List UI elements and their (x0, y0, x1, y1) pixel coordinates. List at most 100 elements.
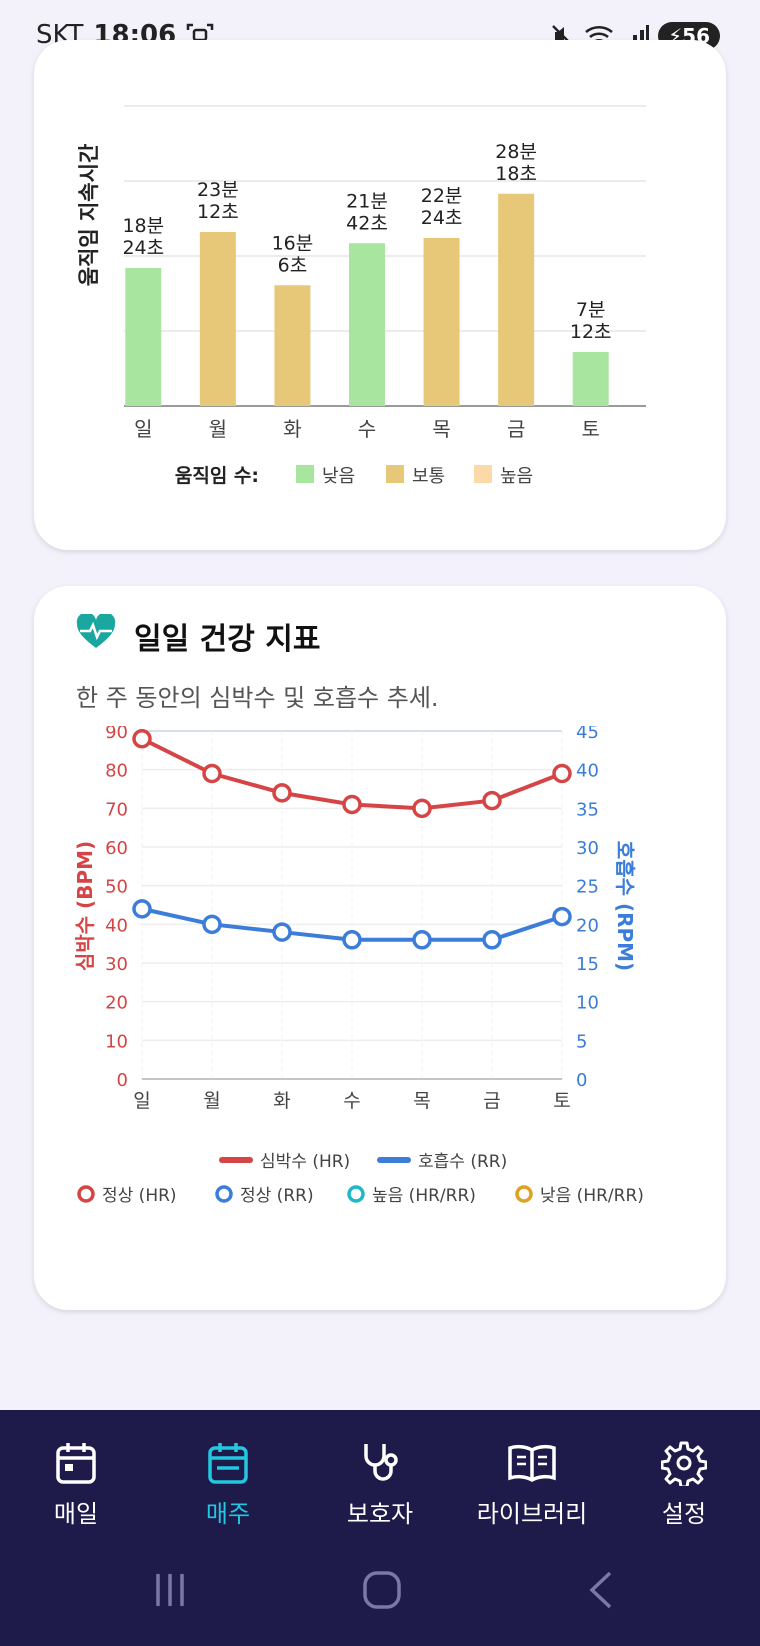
recent-apps-icon[interactable] (150, 1570, 190, 1610)
x-tick-3: 수 (343, 1090, 360, 1112)
nav-weekly[interactable]: 매주 (153, 1440, 303, 1529)
y-left-tick-0: 0 (117, 1070, 128, 1091)
series-0-point-5 (482, 790, 502, 811)
bar-label-6-sec: 12초 (570, 321, 612, 343)
health-card: 일일 건강 지표 한 주 동안의 심박수 및 호흡수 추세. 0 0 10 5 20 10… (34, 586, 726, 1310)
nav-guardian[interactable]: 보호자 (305, 1440, 455, 1529)
series-1-point-1 (202, 914, 222, 935)
x-tick-1: 월 (203, 1090, 220, 1112)
y-right-tick-1: 5 (576, 1031, 587, 1052)
x-tick-4: 목 (432, 417, 450, 441)
y-left-tick-4: 40 (105, 915, 128, 936)
series-0-point-0 (132, 728, 152, 749)
bar-label-4-sec: 24초 (421, 207, 463, 229)
x-tick-5: 금 (483, 1090, 500, 1112)
x-tick-4: 목 (413, 1090, 430, 1112)
x-tick-5: 금 (507, 417, 525, 441)
health-card-title: 일일 건강 지표 (134, 622, 321, 657)
y-left-tick-6: 60 (105, 838, 128, 859)
y-left-tick-7: 70 (105, 799, 128, 820)
y-left-tick-1: 10 (105, 1031, 128, 1052)
series-1-point-4 (412, 930, 432, 950)
bar-4 (423, 238, 460, 406)
bar-label-0-min: 18분 (122, 215, 164, 237)
series-0-point-4 (412, 798, 432, 819)
y-axis-label: 움직임 지속시간 (77, 144, 101, 287)
health-line-chart: 0 0 10 5 20 10 30 15 40 20 50 25 60 30 70 35 80 40 90 45 일 월 화… (73, 726, 644, 1206)
series-1-point-2 (272, 922, 292, 942)
back-icon[interactable] (582, 1570, 622, 1610)
y-right-tick-6: 30 (576, 838, 599, 859)
legend-line-label-1: 호흡수 (RR) (418, 1152, 507, 1172)
y-left-tick-2: 20 (105, 993, 128, 1014)
book-icon (508, 1444, 556, 1483)
series-1-point-6 (552, 906, 572, 927)
legend-label-1: 보통 (412, 466, 445, 487)
x-tick-6: 토 (582, 417, 600, 441)
series-1-point-3 (342, 930, 362, 950)
nav-library-label: 라이브러리 (476, 1500, 588, 1528)
y-right-tick-0: 0 (576, 1070, 587, 1091)
calendar-week-icon (208, 1443, 248, 1484)
legend-marker-swatch-0 (77, 1185, 95, 1203)
heart-pulse-icon (76, 614, 116, 648)
activity-card: 18분 24초 일 23분 12초 월 16분 6초 화 21분 42초 수 22분 24초 목 28분 18초… (34, 40, 726, 550)
bar-label-0-sec: 24초 (122, 237, 164, 259)
legend-label-0: 낮음 (322, 466, 355, 487)
y-left-tick-5: 50 (105, 877, 128, 898)
nav-daily[interactable]: 매일 (1, 1440, 151, 1529)
nav-settings-label: 설정 (661, 1500, 707, 1528)
x-tick-2: 화 (273, 1090, 290, 1112)
y-right-tick-3: 15 (576, 954, 599, 975)
legend-marker-label-3: 낮음 (HR/RR) (540, 1186, 644, 1206)
calendar-icon (56, 1443, 96, 1484)
home-icon[interactable] (362, 1570, 402, 1610)
legend-marker-label-1: 정상 (RR) (240, 1186, 314, 1206)
x-tick-2: 화 (283, 417, 301, 441)
bar-label-5-sec: 18초 (495, 163, 537, 185)
bar-0 (125, 268, 162, 406)
series-0-point-1 (202, 763, 222, 784)
series-1-point-0 (132, 899, 152, 919)
legend-marker-label-0: 정상 (HR) (102, 1186, 177, 1206)
y-right-tick-8: 40 (576, 761, 599, 782)
nav-daily-label: 매일 (53, 1500, 99, 1528)
bar-3 (349, 243, 385, 406)
bar-1 (199, 232, 236, 406)
bar-label-2-sec: 6초 (278, 254, 308, 276)
bar-5 (498, 193, 535, 406)
x-tick-3: 수 (358, 417, 376, 441)
legend-label-2: 높음 (500, 466, 533, 487)
y-left-tick-3: 30 (105, 954, 128, 975)
y-axis-left-label: 심박수 (BPM) (73, 841, 97, 971)
nav-settings[interactable]: 설정 (609, 1440, 759, 1529)
legend-swatch-2 (474, 465, 492, 483)
gear-icon (661, 1441, 707, 1486)
nav-library[interactable]: 라이브러리 (457, 1440, 607, 1529)
y-right-tick-2: 10 (576, 993, 599, 1014)
stethoscope-icon (364, 1444, 398, 1481)
bar-label-5-min: 28분 (495, 141, 537, 163)
bar-label-2-min: 16분 (272, 232, 314, 254)
bar-label-1-min: 23분 (197, 179, 239, 201)
y-left-tick-8: 80 (105, 761, 128, 782)
y-left-tick-9: 90 (105, 726, 128, 743)
x-tick-0: 일 (134, 417, 152, 441)
legend-marker-swatch-1 (215, 1185, 233, 1203)
x-tick-0: 일 (133, 1090, 150, 1112)
bar-6 (572, 352, 609, 406)
legend-marker-swatch-3 (515, 1185, 533, 1203)
y-right-tick-4: 20 (576, 915, 599, 936)
legend-swatch-1 (386, 465, 404, 483)
series-0-point-3 (342, 794, 362, 815)
bar-label-3-sec: 42초 (346, 212, 388, 234)
nav-weekly-label: 매주 (205, 1500, 251, 1528)
y-right-tick-7: 35 (576, 799, 599, 820)
activity-bar-chart: 18분24초일23분12초월16분6초화21분42초수22분24초목28분18초… (77, 105, 646, 487)
y-right-tick-9: 45 (576, 726, 599, 743)
y-right-tick-5: 25 (576, 877, 599, 898)
legend-title: 움직임 수: (175, 465, 259, 487)
bar-label-6-min: 7분 (576, 299, 606, 321)
legend-swatch-0 (296, 465, 314, 483)
y-axis-right-label: 호흡수 (RPM) (613, 841, 637, 971)
